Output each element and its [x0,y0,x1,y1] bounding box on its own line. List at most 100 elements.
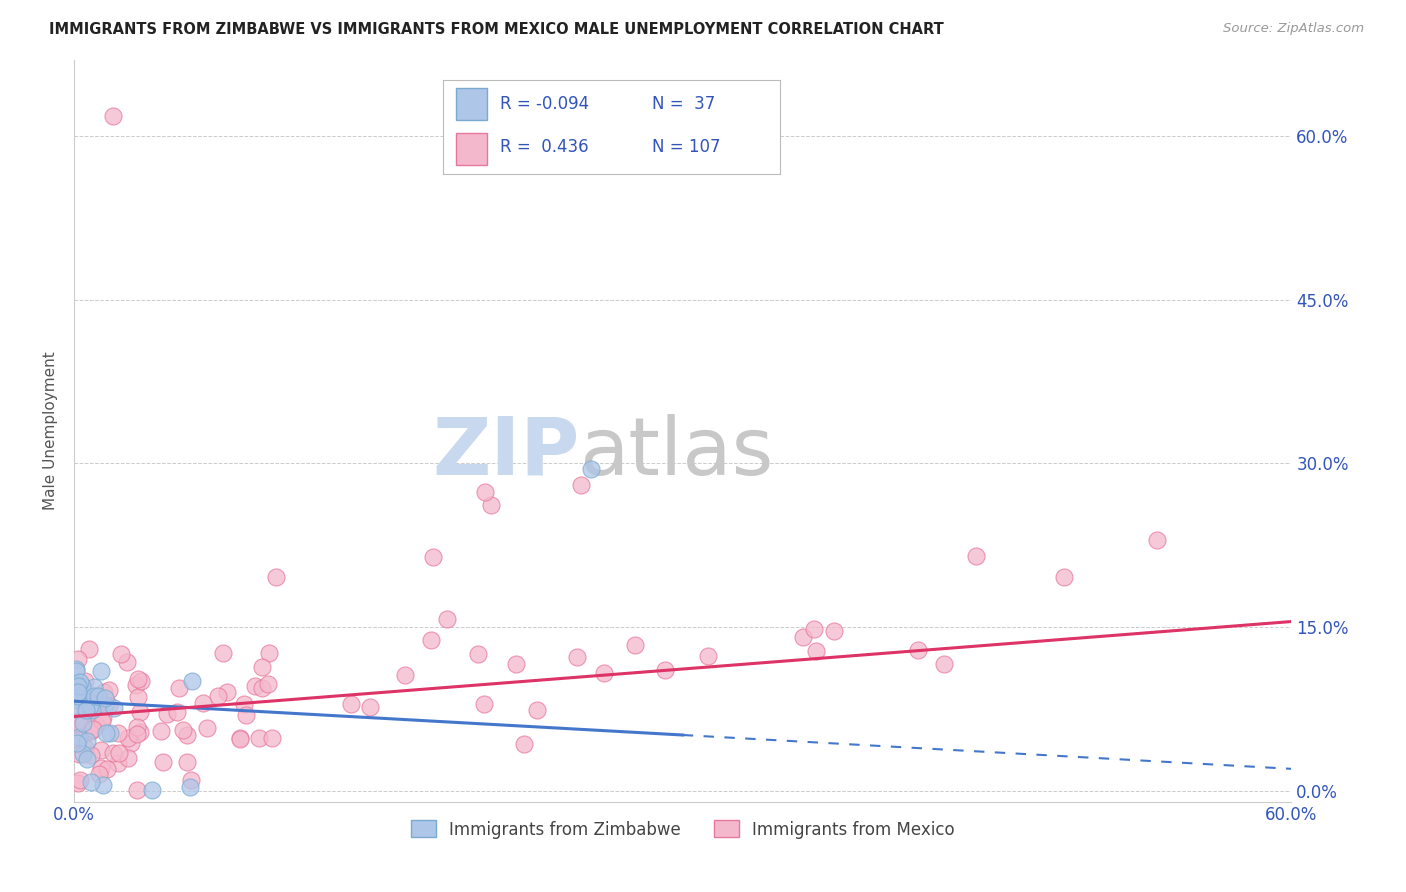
Point [359,700,381,714]
Point [207,689,229,703]
Point [65,691,87,706]
Point [436,611,458,625]
Point [76,734,98,748]
Point [91,778,114,792]
Point [422,549,444,564]
Point [76,702,98,716]
Point [179,780,201,795]
Point [792,630,814,644]
Point [125,678,148,692]
Text: atlas: atlas [579,414,773,491]
Point [101,109,124,123]
Point [965,549,987,563]
Point [803,622,825,636]
Legend: Immigrants from Zimbabwe, Immigrants from Mexico: Immigrants from Zimbabwe, Immigrants fro… [404,814,962,846]
FancyBboxPatch shape [457,87,486,120]
Point [73,698,96,712]
Point [98,698,121,713]
Point [93,684,115,698]
Point [191,696,214,710]
Point [69,714,91,728]
Point [80,775,103,789]
Point [65,698,87,713]
Point [66,652,89,666]
Point [117,731,139,745]
Point [70,679,93,693]
Point [67,733,90,747]
Point [250,660,273,674]
Point [115,655,138,669]
Point [260,731,283,745]
Point [73,674,96,689]
Point [94,691,117,706]
Point [127,782,149,797]
Point [180,772,202,787]
Point [481,498,503,512]
Point [65,736,87,750]
Point [125,727,148,741]
Y-axis label: Male Unemployment: Male Unemployment [44,351,58,510]
Point [66,679,89,693]
Point [141,782,163,797]
Point [181,674,204,689]
Point [120,736,142,750]
Text: N =  37: N = 37 [652,95,716,113]
Point [117,751,139,765]
Point [624,638,647,652]
Point [934,657,956,672]
Point [581,462,603,476]
Point [229,732,252,747]
Point [128,725,150,739]
Point [80,748,103,763]
Point [125,720,148,734]
Point [69,747,91,761]
Text: R = -0.094: R = -0.094 [501,95,589,113]
Point [73,741,96,756]
Point [84,718,107,732]
Point [127,672,149,686]
Point [513,737,536,751]
Point [93,698,115,712]
Point [72,747,94,761]
Point [103,700,125,714]
Point [195,721,218,735]
Point [87,697,110,711]
FancyBboxPatch shape [457,133,486,164]
Point [67,684,90,698]
Point [229,731,252,746]
Point [90,761,112,775]
Point [79,698,101,713]
Point [110,647,132,661]
Point [65,661,87,675]
Point [87,766,110,780]
Point [66,689,89,703]
Point [176,728,198,742]
Point [257,646,280,660]
Point [420,633,443,648]
Point [87,689,110,703]
Point [172,723,194,738]
Point [72,689,94,703]
Point [65,689,87,703]
Point [69,772,91,787]
Point [129,705,152,719]
Point [76,752,98,766]
Point [257,677,280,691]
Point [90,743,112,757]
Point [569,478,592,492]
Point [149,723,172,738]
Point [82,722,104,736]
Point [394,668,416,682]
Text: R =  0.436: R = 0.436 [501,138,589,156]
Text: ZIP: ZIP [432,414,579,491]
Point [79,694,101,708]
Point [94,726,117,740]
Point [243,679,266,693]
Point [98,726,121,740]
Point [77,642,100,657]
Point [696,649,718,664]
Point [107,726,129,740]
Point [1146,533,1168,547]
Point [654,663,676,677]
Point [505,657,527,672]
